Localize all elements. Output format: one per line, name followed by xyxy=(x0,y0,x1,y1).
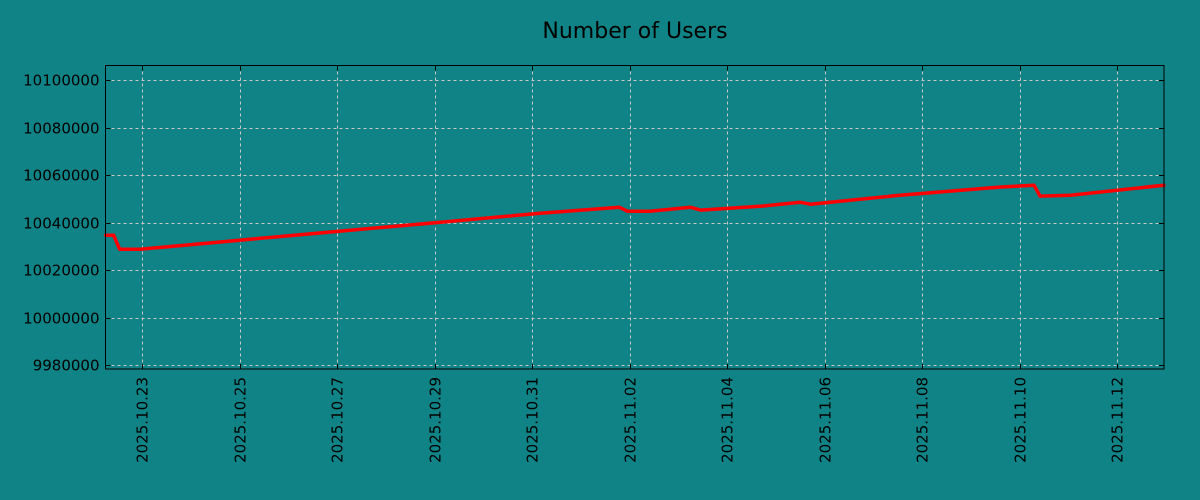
y-tick-label: 10080000 xyxy=(23,120,99,138)
y-tick-label: 10020000 xyxy=(23,262,99,280)
data-point xyxy=(617,205,622,209)
chart-title: Number of Users xyxy=(542,19,727,44)
y-tick-label: 10040000 xyxy=(23,215,99,233)
x-tick-label: 2025.10.25 xyxy=(232,377,250,463)
data-point xyxy=(112,233,116,237)
data-point xyxy=(538,211,542,215)
y-tick-label: 9980000 xyxy=(33,357,100,375)
data-point xyxy=(689,205,693,209)
data-point xyxy=(758,204,762,208)
x-tick-label: 2025.11.08 xyxy=(914,377,932,463)
x-tick-label: 2025.11.12 xyxy=(1109,377,1127,463)
data-point xyxy=(118,247,122,251)
x-tick-label: 2025.10.27 xyxy=(329,377,347,463)
y-tick-label: 10060000 xyxy=(23,167,99,185)
x-tick-label: 2025.11.06 xyxy=(817,377,835,463)
users-series-line xyxy=(105,183,1165,252)
data-point xyxy=(337,229,341,233)
data-point xyxy=(798,200,802,204)
y-tick-label: 10100000 xyxy=(23,72,99,90)
data-point xyxy=(808,202,813,206)
x-tick-label: 2025.10.29 xyxy=(427,377,445,463)
y-tick-label: 10000000 xyxy=(23,310,99,328)
data-point xyxy=(1032,183,1036,187)
x-axis: 2025.10.23 2025.10.25 2025.10.27 2025.10.29… xyxy=(134,65,1127,463)
data-point xyxy=(626,209,630,213)
data-point xyxy=(997,185,1002,189)
data-point xyxy=(439,220,443,224)
x-tick-label: 2025.11.10 xyxy=(1012,377,1030,463)
x-tick-label: 2025.11.04 xyxy=(719,377,737,463)
plot-frame xyxy=(105,65,1165,370)
x-tick-label: 2025.10.31 xyxy=(524,377,542,463)
series-layer xyxy=(103,183,1166,252)
x-tick-label: 2025.11.02 xyxy=(622,377,640,463)
data-point xyxy=(1068,193,1073,197)
x-tick-label: 2025.10.23 xyxy=(134,377,152,463)
data-point xyxy=(138,247,142,251)
y-axis: 9980000 10000000 10020000 10040000 10060000 1… xyxy=(23,72,1164,375)
grid xyxy=(105,65,1164,369)
data-point xyxy=(648,209,652,213)
data-point xyxy=(1038,194,1042,198)
data-point xyxy=(237,238,242,242)
data-point xyxy=(898,193,902,197)
data-point xyxy=(699,208,703,212)
